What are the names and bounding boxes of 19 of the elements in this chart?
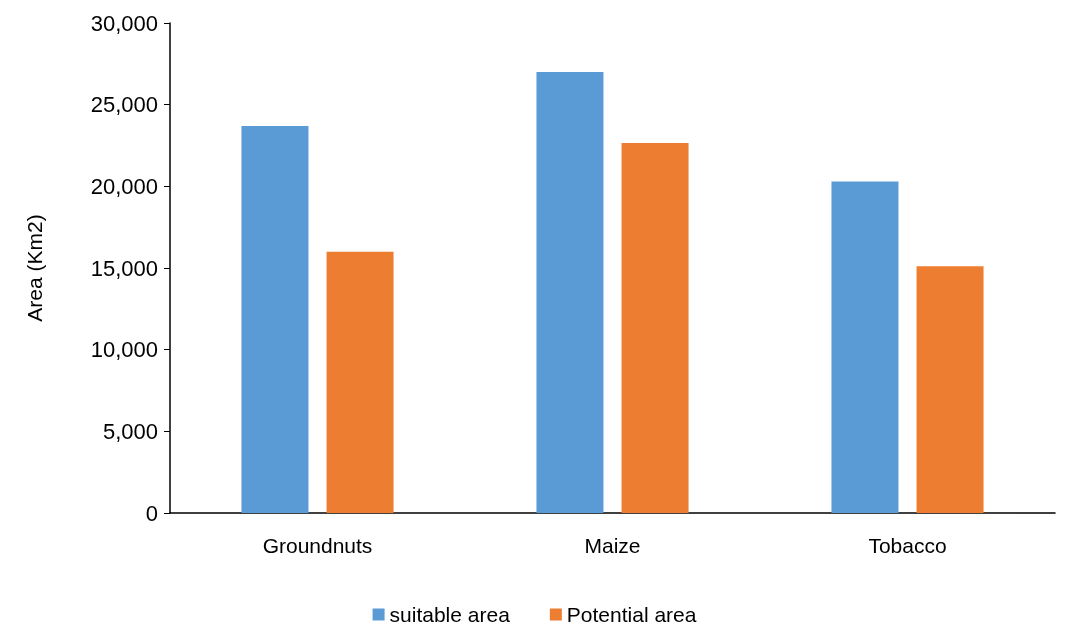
bar [621,143,689,513]
y-tick-label: 0 [145,500,158,526]
bar [916,266,984,513]
x-tick-label: Maize [584,534,641,557]
bar [831,181,899,513]
y-tick-label: 5,000 [102,418,158,444]
bar [536,72,604,513]
legend-label: suitable area [389,603,511,626]
y-tick-label: 15,000 [90,255,158,281]
x-tick-label: Tobacco [868,534,947,557]
legend-label: Potential area [566,603,697,626]
bar [326,251,394,513]
y-tick-label: 20,000 [90,173,158,199]
y-tick-label: 10,000 [90,337,158,363]
y-tick-label: 25,000 [90,92,158,118]
bar [241,125,309,513]
y-axis-title: Area (Km2) [23,214,46,322]
y-tick-label: 30,000 [90,10,158,36]
x-tick-label: Groundnuts [262,534,373,557]
